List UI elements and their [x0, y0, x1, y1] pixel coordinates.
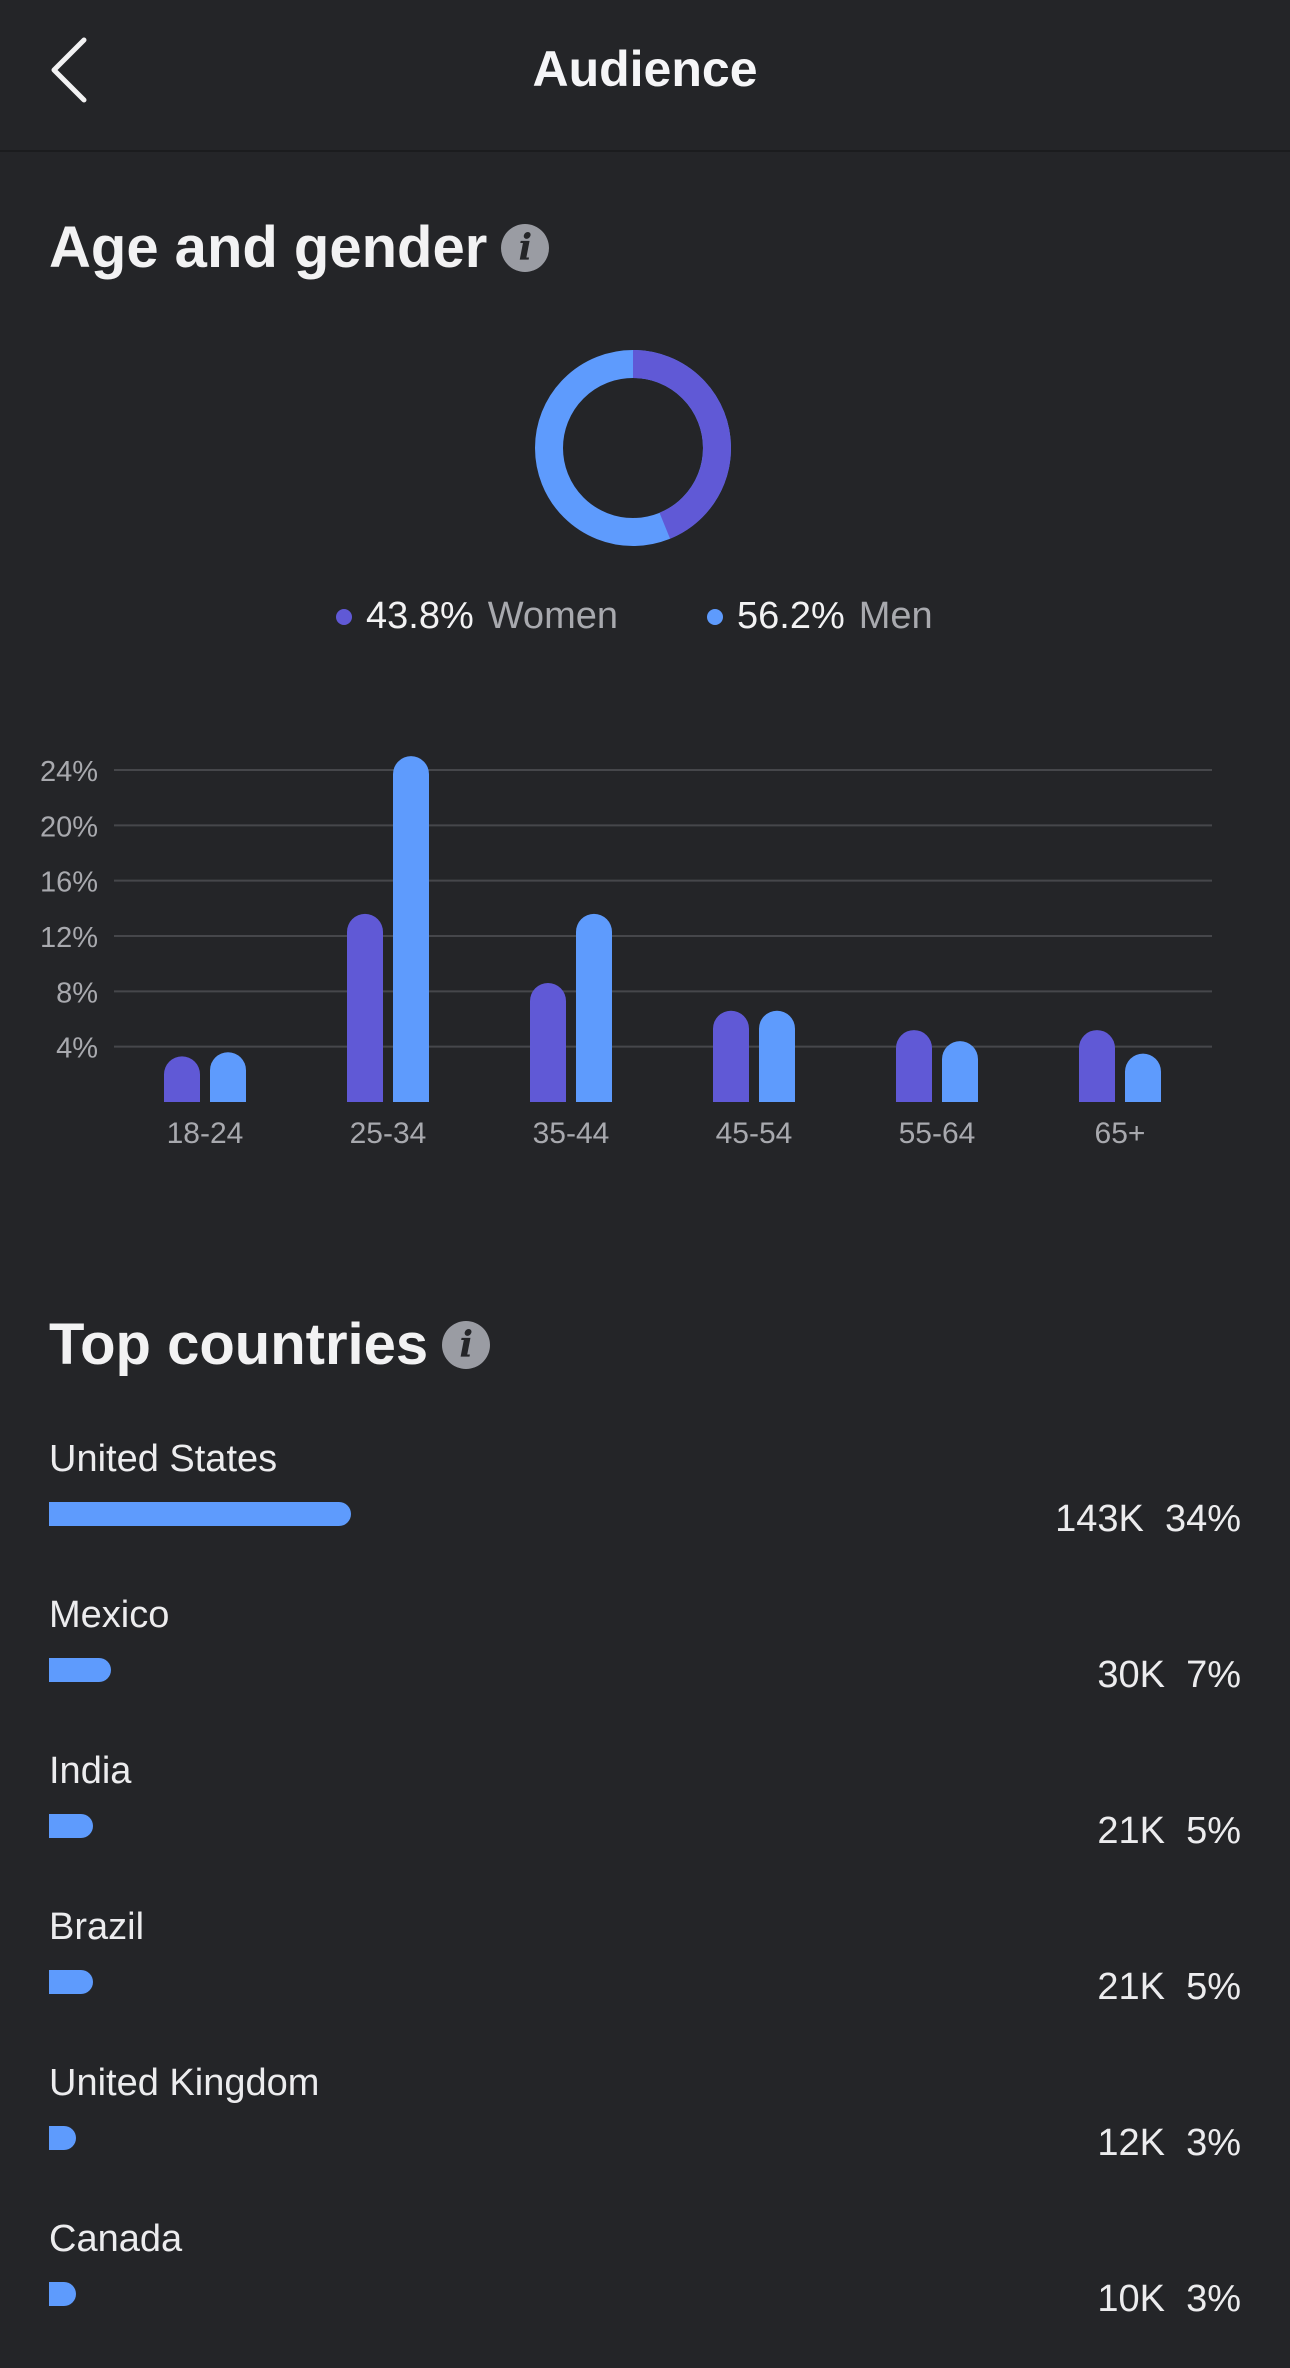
country-row: United Kingdom 12K 3%	[49, 2062, 1241, 2212]
info-icon[interactable]: i	[442, 1320, 491, 1369]
country-value: 21K 5%	[1097, 1810, 1241, 1853]
country-value: 143K 34%	[1055, 1498, 1241, 1541]
y-tick-label: 4%	[56, 1033, 98, 1065]
bar-women-18-24	[164, 1056, 200, 1102]
country-value: 30K 7%	[1097, 1654, 1241, 1697]
country-bar	[49, 1814, 93, 1838]
bar-women-55-64	[896, 1030, 932, 1102]
country-row: United States 143K 34%	[49, 1438, 1241, 1588]
country-count: 10K	[1097, 2278, 1165, 2320]
bar-men-55-64	[942, 1041, 978, 1102]
country-name: United States	[49, 1438, 278, 1480]
x-tick-label: 45-54	[716, 1117, 793, 1150]
nav-bar: Audience	[0, 0, 1290, 152]
women-percent: 43.8%	[366, 595, 474, 637]
x-tick-label: 25-34	[350, 1117, 427, 1150]
age-gender-title: Age and gender	[49, 215, 488, 280]
men-percent: 56.2%	[737, 595, 845, 637]
y-tick-label: 16%	[40, 867, 98, 899]
y-tick-label: 12%	[40, 922, 98, 954]
bar-women-45-54	[713, 1010, 749, 1102]
country-name: Brazil	[49, 1906, 145, 1948]
country-percent: 34%	[1164, 1498, 1241, 1540]
country-name: Mexico	[49, 1594, 170, 1636]
country-name: India	[49, 1750, 132, 1792]
x-tick-label: 18-24	[167, 1117, 244, 1150]
legend-women: 43.8% Women	[336, 595, 618, 638]
country-percent: 7%	[1186, 1654, 1241, 1696]
country-bar	[49, 1970, 93, 1994]
country-row: Canada 10K 3%	[49, 2218, 1241, 2368]
men-dot-icon	[707, 608, 723, 625]
country-row: Brazil 21K 5%	[49, 1906, 1241, 2056]
country-count: 12K	[1097, 2122, 1165, 2164]
bar-women-35-44	[530, 983, 566, 1102]
country-bar	[49, 2282, 76, 2306]
legend-men: 56.2% Men	[707, 595, 933, 638]
x-tick-label: 55-64	[899, 1117, 976, 1150]
country-bar	[49, 2126, 76, 2150]
women-label: Women	[487, 595, 618, 637]
x-tick-label: 35-44	[533, 1117, 610, 1150]
bar-men-18-24	[210, 1052, 246, 1102]
bar-men-65+	[1125, 1053, 1161, 1102]
top-countries-heading: Top countries i	[49, 1311, 491, 1378]
page-title: Audience	[532, 41, 758, 97]
y-tick-label: 20%	[40, 811, 98, 843]
country-name: United Kingdom	[49, 2062, 320, 2104]
y-tick-label: 8%	[56, 977, 98, 1009]
top-countries-title: Top countries	[49, 1312, 429, 1377]
country-value: 10K 3%	[1097, 2278, 1241, 2321]
country-percent: 5%	[1186, 1966, 1241, 2008]
women-dot-icon	[336, 608, 352, 625]
country-percent: 5%	[1186, 1810, 1241, 1852]
country-bar	[49, 1502, 351, 1526]
back-button[interactable]	[40, 30, 100, 110]
info-icon[interactable]: i	[501, 223, 550, 272]
x-tick-label: 65+	[1095, 1117, 1146, 1150]
bar-men-45-54	[759, 1010, 795, 1102]
country-bar	[49, 1658, 111, 1682]
country-percent: 3%	[1186, 2278, 1241, 2320]
age-bar-chart: 4% 8% 12% 16% 20% 24% 18-24 25-34 35-44 45-54 55-6…	[40, 756, 1212, 1150]
chevron-left-icon	[51, 37, 87, 103]
bar-women-25-34	[347, 913, 383, 1102]
country-name: Canada	[49, 2218, 183, 2260]
gender-donut-chart	[535, 350, 731, 546]
country-value: 12K 3%	[1097, 2122, 1241, 2165]
age-gender-heading: Age and gender i	[49, 214, 550, 281]
bar-men-35-44	[576, 913, 612, 1102]
bar-men-25-34	[393, 756, 429, 1102]
country-count: 30K	[1097, 1654, 1165, 1696]
country-percent: 3%	[1186, 2122, 1241, 2164]
bar-women-65+	[1079, 1030, 1115, 1102]
donut-women-segment	[535, 350, 731, 546]
country-count: 21K	[1097, 1966, 1165, 2008]
men-label: Men	[858, 595, 933, 637]
country-row: Mexico 30K 7%	[49, 1594, 1241, 1744]
country-row: India 21K 5%	[49, 1750, 1241, 1900]
y-tick-label: 24%	[40, 756, 98, 788]
country-count: 143K	[1055, 1498, 1144, 1540]
country-value: 21K 5%	[1097, 1966, 1241, 2009]
country-count: 21K	[1097, 1810, 1165, 1852]
